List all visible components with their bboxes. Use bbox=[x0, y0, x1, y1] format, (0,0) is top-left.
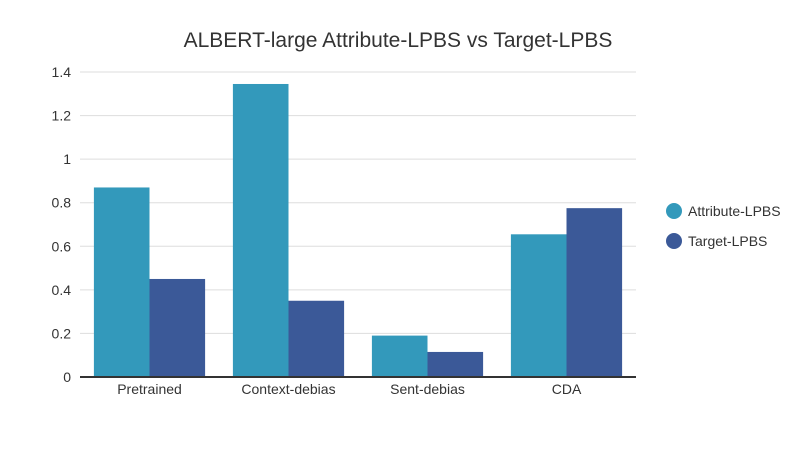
x-tick-label: Pretrained bbox=[117, 381, 182, 397]
x-axis-ticks: Pretrained Context-debias Sent-debias CDA bbox=[117, 381, 582, 397]
x-tick-label: Sent-debias bbox=[390, 381, 465, 397]
legend: Attribute-LPBS Target-LPBS bbox=[666, 203, 781, 249]
bar-target-lpbs-sent-debias bbox=[427, 351, 484, 377]
y-tick-label: 0.8 bbox=[52, 195, 72, 211]
bar-target-lpbs-context-debias bbox=[288, 300, 345, 377]
bars bbox=[93, 83, 623, 377]
y-tick-label: 1 bbox=[63, 151, 71, 167]
legend-marker bbox=[666, 233, 682, 249]
bar-attribute-lpbs-pretrained bbox=[93, 187, 150, 377]
y-tick-label: 0.2 bbox=[52, 325, 72, 341]
y-axis-ticks: 0 0.2 0.4 0.6 0.8 1 1.2 1.4 bbox=[52, 64, 72, 385]
bar-attribute-lpbs-cda bbox=[510, 234, 567, 377]
y-tick-label: 0.6 bbox=[52, 238, 72, 254]
bar-target-lpbs-pretrained bbox=[149, 278, 206, 377]
legend-marker bbox=[666, 203, 682, 219]
y-tick-label: 0.4 bbox=[52, 282, 72, 298]
y-tick-label: 0 bbox=[63, 369, 71, 385]
legend-label: Attribute-LPBS bbox=[688, 203, 781, 219]
bar-attribute-lpbs-context-debias bbox=[232, 83, 289, 377]
x-tick-label: CDA bbox=[552, 381, 582, 397]
x-tick-label: Context-debias bbox=[241, 381, 335, 397]
bar-target-lpbs-cda bbox=[566, 208, 623, 377]
y-tick-label: 1.2 bbox=[52, 108, 72, 124]
legend-label: Target-LPBS bbox=[688, 233, 767, 249]
bar-attribute-lpbs-sent-debias bbox=[371, 335, 428, 377]
chart-title: ALBERT-large Attribute-LPBS vs Target-LP… bbox=[184, 29, 613, 52]
y-tick-label: 1.4 bbox=[52, 64, 72, 80]
